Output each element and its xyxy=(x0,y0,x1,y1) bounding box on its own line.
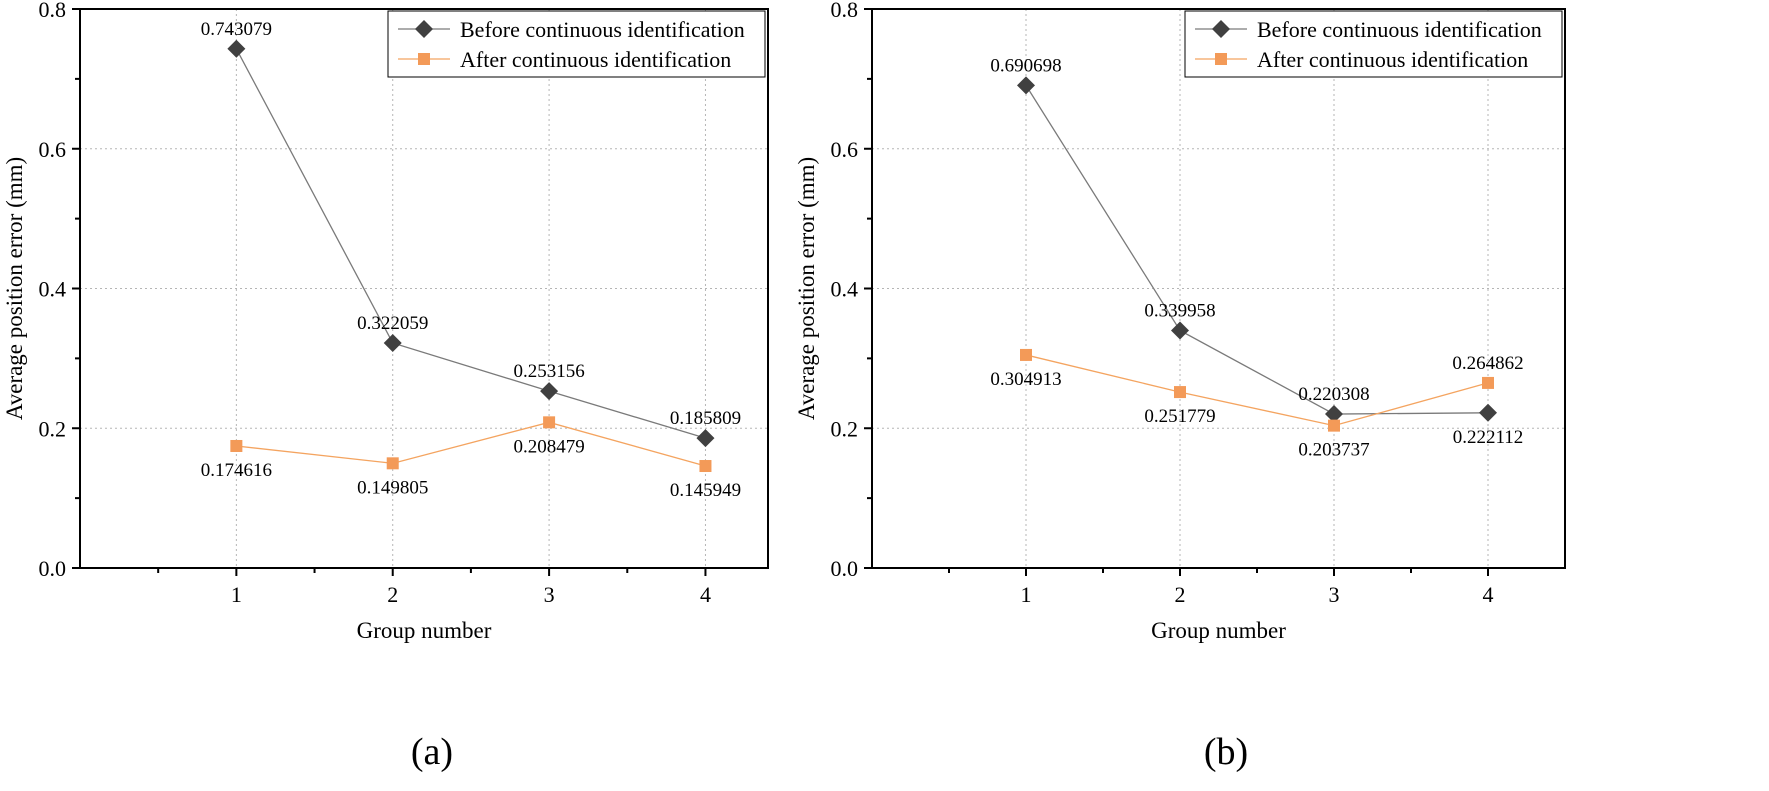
panel-b-point-before xyxy=(1479,403,1497,422)
panel-b-y-axis-title: Average position error (mm) xyxy=(794,157,819,420)
panel-a-point-after xyxy=(386,457,399,470)
panel-b-point-before xyxy=(1171,321,1189,340)
panel-b-series-line-before xyxy=(1025,85,1489,415)
panel-a-point-before xyxy=(696,429,715,448)
panel-a-x-tick-label: 4 xyxy=(700,582,711,607)
panel-a-legend-box xyxy=(387,10,766,78)
panel-a-y-axis-title: Average position error (mm) xyxy=(2,157,27,420)
panel-b-point-before xyxy=(1017,76,1035,95)
panel-a-legend-label-before: Before continuous identification xyxy=(460,17,745,42)
panel-a-y-tick-label: 0.2 xyxy=(39,416,67,441)
panel-b-data-label: 0.264862 xyxy=(1452,353,1523,374)
panel-a-legend-marker-after xyxy=(418,53,430,65)
panel-b-x-tick-label: 4 xyxy=(1483,582,1494,607)
panel-a-legend-label-after: After continuous identification xyxy=(460,47,731,72)
panel-b-data-label: 0.339958 xyxy=(1144,300,1215,321)
panel-a-point-after xyxy=(699,460,712,473)
panel-a-x-tick-label: 2 xyxy=(387,582,398,607)
panel-b-point-after xyxy=(1020,348,1032,361)
panel-a-x-tick-label: 3 xyxy=(544,582,555,607)
panel-b-point-after xyxy=(1482,376,1494,389)
panel-a-x-axis-title: Group number xyxy=(357,618,492,643)
panel-a-data-label: 0.149805 xyxy=(357,477,428,498)
panel-a-y-tick-label: 0.8 xyxy=(39,0,67,22)
panel-a-y-tick-label: 0.0 xyxy=(39,556,67,581)
panel-b-legend-label-before: Before continuous identification xyxy=(1257,17,1542,42)
panel-a-data-label: 0.743079 xyxy=(201,19,272,40)
panel-b-y-tick-label: 0.4 xyxy=(831,277,859,302)
panel-b-y-tick-label: 0.8 xyxy=(831,0,859,22)
panel-a-series-line-before xyxy=(235,48,706,439)
panel-b-legend-marker-after xyxy=(1215,53,1227,65)
panel-a-point-after xyxy=(230,439,243,452)
panel-a-caption: (a) xyxy=(411,731,453,773)
panel-b-data-label: 0.304913 xyxy=(990,369,1061,390)
panel-a-point-before xyxy=(227,39,246,58)
panel-b-x-tick-label: 2 xyxy=(1175,582,1186,607)
panel-a-y-tick-label: 0.4 xyxy=(39,277,67,302)
panel-b-legend-box xyxy=(1184,10,1563,78)
panel-b-data-label: 0.222112 xyxy=(1453,427,1524,448)
panel-b-x-tick-label: 1 xyxy=(1021,582,1032,607)
panel-b-y-tick-label: 0.0 xyxy=(831,556,859,581)
panel-a-data-label: 0.322059 xyxy=(357,313,428,334)
panel-b-y-tick-label: 0.2 xyxy=(831,416,859,441)
panel-b-y-tick-label: 0.6 xyxy=(831,137,859,162)
panel-a-data-label: 0.253156 xyxy=(513,361,584,382)
panel-b-caption: (b) xyxy=(1204,731,1248,773)
panel-a-data-label: 0.174616 xyxy=(201,460,272,481)
panel-a-point-after xyxy=(543,416,556,429)
panel-b-legend-marker-before xyxy=(1212,20,1230,38)
panel-b-x-axis-title: Group number xyxy=(1151,618,1286,643)
panel-b-data-label: 0.203737 xyxy=(1298,440,1369,461)
panel-a-data-label: 0.208479 xyxy=(513,436,584,457)
panel-b-point-before xyxy=(1325,405,1343,424)
panel-a-point-before xyxy=(383,333,402,352)
panel-b-data-label: 0.690698 xyxy=(990,55,1061,76)
panel-a-series-line-after xyxy=(236,421,706,467)
panel-b-series-line-after xyxy=(1025,354,1489,427)
panel-a-x-tick-label: 1 xyxy=(231,582,242,607)
panel-b-data-label: 0.251779 xyxy=(1144,406,1215,427)
panel-a-data-label: 0.185809 xyxy=(670,408,741,429)
panel-a-legend-marker-before xyxy=(415,20,433,38)
panel-a-point-before xyxy=(540,382,559,401)
panel-b-x-tick-label: 3 xyxy=(1329,582,1340,607)
panel-b-point-after xyxy=(1328,419,1340,432)
panel-b-legend-label-after: After continuous identification xyxy=(1257,47,1528,72)
panel-b-point-after xyxy=(1174,386,1186,399)
panel-a-data-label: 0.145949 xyxy=(670,480,741,501)
panel-b-data-label: 0.220308 xyxy=(1298,384,1369,405)
panel-a-y-tick-label: 0.6 xyxy=(39,137,67,162)
